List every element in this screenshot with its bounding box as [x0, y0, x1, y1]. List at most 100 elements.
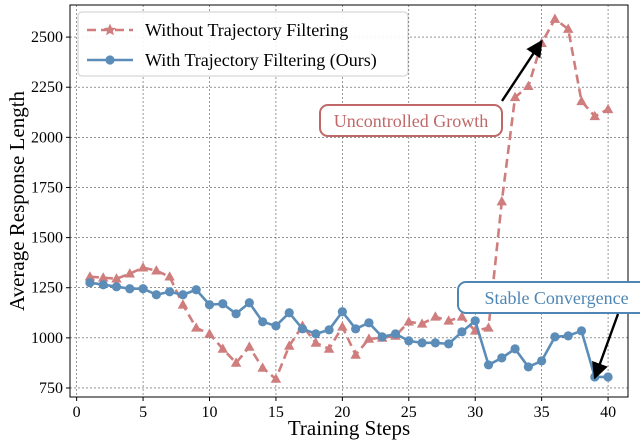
y-tick-label: 2500 [31, 29, 63, 46]
data-point [85, 278, 95, 288]
data-point [404, 336, 414, 346]
data-point [337, 321, 348, 331]
data-point [523, 362, 533, 372]
series-1 [84, 13, 614, 383]
data-point [165, 287, 175, 297]
data-point [537, 356, 547, 366]
data-point [351, 324, 361, 334]
data-point [363, 333, 375, 343]
data-point [284, 308, 294, 318]
data-point [444, 339, 454, 349]
series [84, 13, 614, 383]
data-point [456, 311, 468, 321]
data-point [98, 280, 108, 290]
data-point [562, 23, 574, 33]
data-point [191, 285, 201, 295]
annotation-text: Uncontrolled Growth [334, 111, 488, 131]
data-point [497, 353, 507, 363]
data-point [390, 329, 401, 339]
data-point [177, 299, 189, 309]
data-point [124, 268, 136, 278]
data-point [190, 322, 202, 332]
annotation-arrow [592, 313, 620, 380]
data-point [576, 95, 587, 106]
data-point [151, 290, 161, 300]
plot-frame [69, 4, 629, 398]
legend-box [77, 11, 409, 77]
data-point [271, 321, 281, 331]
x-tick-label: 15 [268, 404, 284, 421]
data-point [602, 103, 614, 114]
data-point [549, 13, 561, 23]
y-tick-label: 1750 [31, 179, 63, 196]
data-point [576, 326, 587, 336]
annotation-text: Stable Convergence [484, 288, 628, 308]
y-tick-label: 1500 [31, 230, 63, 247]
legend-label: With Trajectory Filtering (Ours) [145, 50, 377, 71]
legend-label: Without Trajectory Filtering [145, 20, 348, 40]
series-2 [85, 278, 613, 382]
y-tick-label: 1250 [31, 280, 63, 297]
data-point [311, 329, 321, 339]
data-point [377, 332, 387, 342]
x-tick-label: 35 [534, 404, 550, 421]
data-point [523, 80, 534, 91]
y-tick-label: 2000 [31, 129, 63, 146]
series-line [89, 281, 609, 379]
x-tick-label: 10 [202, 404, 218, 421]
data-point [97, 272, 109, 282]
data-point [258, 317, 268, 327]
annotation-2: Stable Convergence [457, 281, 640, 380]
data-point [509, 91, 521, 102]
data-point [430, 338, 440, 348]
data-point [603, 372, 613, 382]
data-point [151, 265, 162, 275]
legend-entry-1: Without Trajectory Filtering [87, 20, 348, 40]
annotation-1: Uncontrolled Growth [319, 39, 543, 137]
data-point [364, 318, 374, 328]
axis-ticks: 0 5 10 15 20 25 30 35 40 750 1000 1250 1500 1750 2000 2… [31, 29, 616, 421]
data-point [231, 309, 241, 319]
annotations: Uncontrolled Growth Stable Convergence [319, 39, 640, 380]
data-point [323, 343, 335, 353]
series-line [89, 17, 609, 381]
data-point [589, 110, 601, 121]
x-tick-label: 30 [467, 404, 483, 421]
x-tick-label: 20 [334, 404, 350, 421]
data-point [550, 332, 560, 342]
x-axis-label: Training Steps [288, 416, 410, 440]
y-tick-label: 750 [39, 380, 63, 397]
data-point [138, 284, 148, 294]
data-point [310, 337, 322, 347]
legend: Without Trajectory Filtering With Traject… [77, 11, 409, 77]
data-point [204, 328, 215, 338]
data-point [416, 318, 428, 328]
data-point [257, 362, 268, 372]
annotation-arrow [500, 39, 543, 102]
data-point [84, 271, 96, 281]
data-point [324, 325, 334, 335]
data-point [443, 315, 454, 325]
data-point [125, 284, 135, 294]
data-point [244, 341, 255, 351]
data-point [230, 357, 242, 367]
data-point [457, 327, 467, 337]
data-point [244, 298, 254, 308]
data-point [204, 300, 215, 310]
data-point [270, 373, 282, 383]
data-point [217, 343, 229, 353]
data-point [164, 271, 175, 281]
y-axis-label: Average Response Length [5, 90, 29, 311]
data-point [350, 349, 361, 359]
x-tick-label: 25 [401, 404, 417, 421]
y-tick-label: 2250 [31, 79, 63, 96]
annotation-box [457, 281, 640, 314]
data-point [563, 331, 573, 341]
x-tick-label: 40 [600, 404, 616, 421]
legend-entry-2: With Trajectory Filtering (Ours) [87, 50, 377, 71]
data-point [483, 360, 494, 370]
annotation-box [319, 104, 503, 137]
data-point [430, 311, 441, 321]
data-point [111, 282, 122, 292]
